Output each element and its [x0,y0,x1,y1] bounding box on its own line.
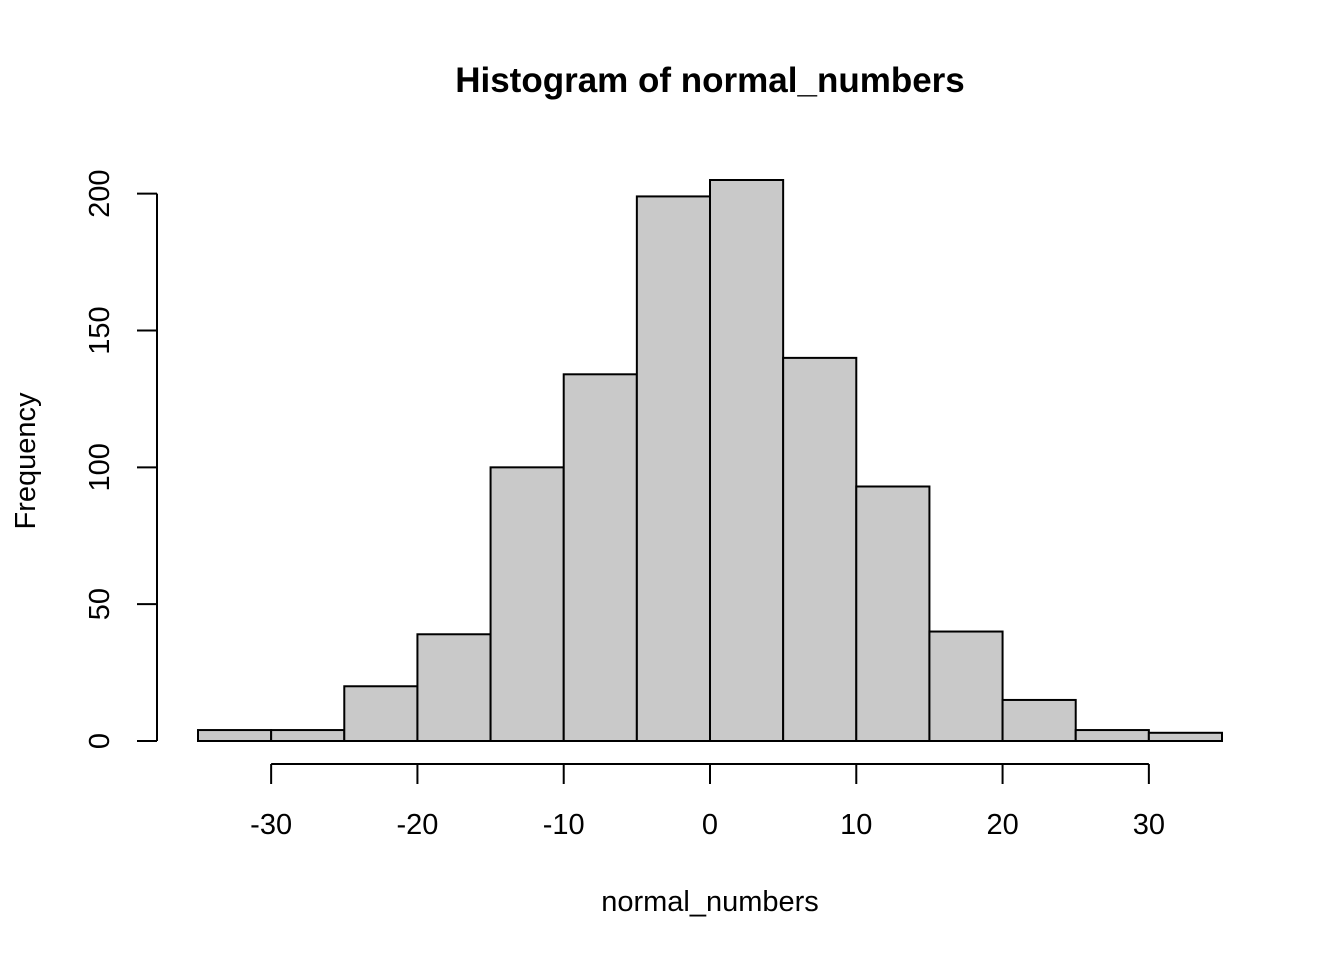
y-axis-label: Frequency [10,392,42,530]
histogram-bar [489,466,565,742]
y-tick-label: 0 [84,733,116,749]
y-tick-label: 200 [84,169,116,217]
x-tick-label: 10 [840,809,872,841]
x-tick-label: -10 [543,809,585,841]
x-tick-label: 30 [1133,809,1165,841]
y-axis: 0 50 100 150 200 [84,169,158,749]
x-tick-label: -30 [250,809,292,841]
histogram-bar [928,630,1004,742]
histogram-bar [709,179,785,742]
histogram-bar [1001,698,1077,743]
histogram-bar [562,373,638,742]
y-tick-label: 150 [84,306,116,354]
histogram-bar [855,485,931,742]
histogram-bar [635,195,711,743]
histogram-bar [1147,731,1224,742]
x-axis-label: normal_numbers [601,886,819,918]
x-tick-label: 0 [702,809,718,841]
x-axis: -30 -20 -10 0 10 20 30 [250,763,1165,841]
chart-title: Histogram of normal_numbers [455,61,965,100]
x-tick-label: 20 [986,809,1018,841]
histogram-bar [782,356,858,742]
y-tick-label: 100 [84,443,116,491]
x-tick-label: -20 [396,809,438,841]
histogram-bar [1074,729,1150,742]
histogram-bar [197,729,273,742]
histogram-bar [416,633,492,743]
histogram-bar [270,729,346,742]
histogram-bars [197,179,1224,743]
y-tick-label: 50 [84,588,116,620]
histogram-bar [343,685,419,743]
